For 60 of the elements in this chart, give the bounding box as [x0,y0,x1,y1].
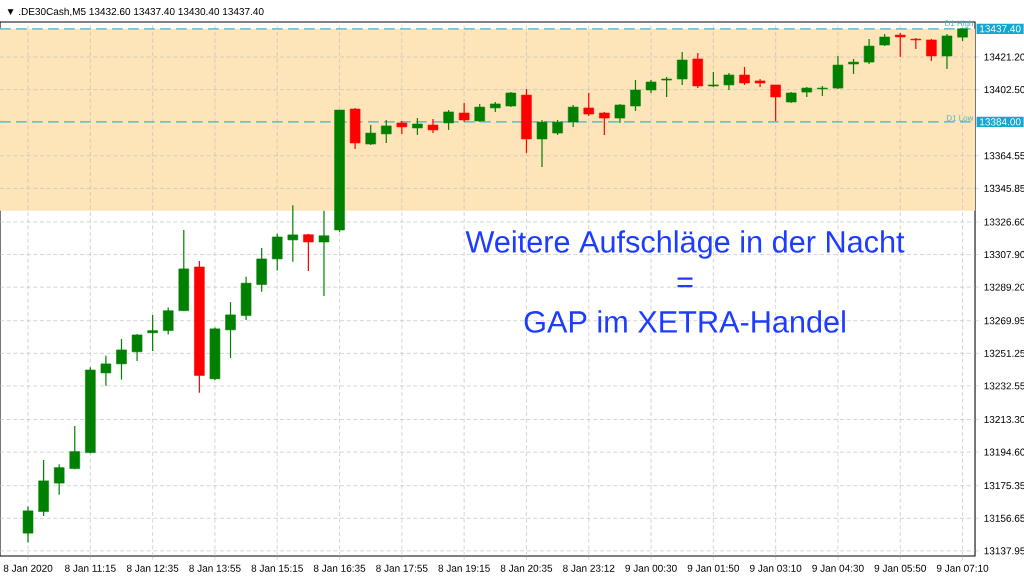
candlestick [131,333,143,362]
candlestick [53,463,65,496]
candlestick [832,55,844,90]
candlestick [287,204,299,263]
y-tick-label: 13175.35 [984,482,1024,490]
x-tick-label: 9 Jan 04:30 [812,564,864,572]
ref-line-label: D1 Low [946,115,974,121]
y-tick-label: 13364.55 [984,152,1024,160]
candlestick [100,355,112,387]
chart-title: ▼ .DE30Cash,M5 13432.60 13437.40 13430.40 13437.40 [7,7,264,17]
candlestick [443,109,454,131]
candlestick [863,38,875,65]
y-tick-label: 13232.55 [984,382,1024,390]
x-tick-label: 8 Jan 20:35 [500,564,553,572]
x-tick-label: 8 Jan 16:35 [313,564,366,572]
candlestick [365,124,376,146]
annotation: GAP im XETRA-Handel [524,310,845,333]
x-tick-label: 9 Jan 05:50 [874,564,926,572]
x-tick-label: 9 Jan 01:50 [687,564,740,572]
candlestick [583,92,594,117]
text: 13437.40 [980,25,1021,33]
candlestick [22,505,34,544]
x-tick-label: 8 Jan 15:15 [251,564,303,572]
x-tick-label: 8 Jan 19:15 [438,564,490,572]
x-tick-label: 8 Jan 23:12 [563,564,615,572]
annotation: Weitere Aufschläge in der Nacht [465,230,905,259]
x-tick-label: 9 Jan 00:30 [625,564,677,572]
candlestick [770,84,781,122]
x-tick-label: 8 Jan 2020 [3,564,53,572]
candlestick [630,79,641,112]
candlestick [458,102,470,123]
candlestick [147,314,158,352]
x-tick-label: 9 Jan 07:10 [936,564,989,572]
candlestick [69,425,81,470]
candlestick [381,119,392,144]
candlestick [926,38,937,62]
candlestick [116,338,127,381]
y-tick-label: 13269.95 [984,317,1024,325]
y-tick-label: 13251.25 [984,349,1024,357]
x-tick-label: 8 Jan 17:55 [376,564,428,572]
candlestick [536,119,548,168]
candlestick [271,233,283,272]
x-tick-label: 9 Jan 03:10 [750,564,802,572]
y-tick-label: 13156.65 [984,514,1024,522]
candlestick [895,32,906,58]
y-tick-label: 13137.95 [984,547,1024,555]
x-tick-label: 8 Jan 13:55 [189,564,241,572]
candlestick [941,33,953,70]
candlestick [162,306,174,336]
candlestick [676,51,688,86]
y-tick-label: 13345.85 [984,184,1024,192]
candlestick [318,210,330,297]
x-tick-label: 8 Jan 12:35 [126,564,179,572]
annotation: = [677,277,693,288]
x-tick-label: 8 Jan 11:15 [65,564,116,572]
candlestick [225,301,236,359]
text: 13384.00 [980,118,1021,126]
candlestick [661,76,672,98]
candlestick [303,233,314,272]
candlestick [567,104,579,128]
